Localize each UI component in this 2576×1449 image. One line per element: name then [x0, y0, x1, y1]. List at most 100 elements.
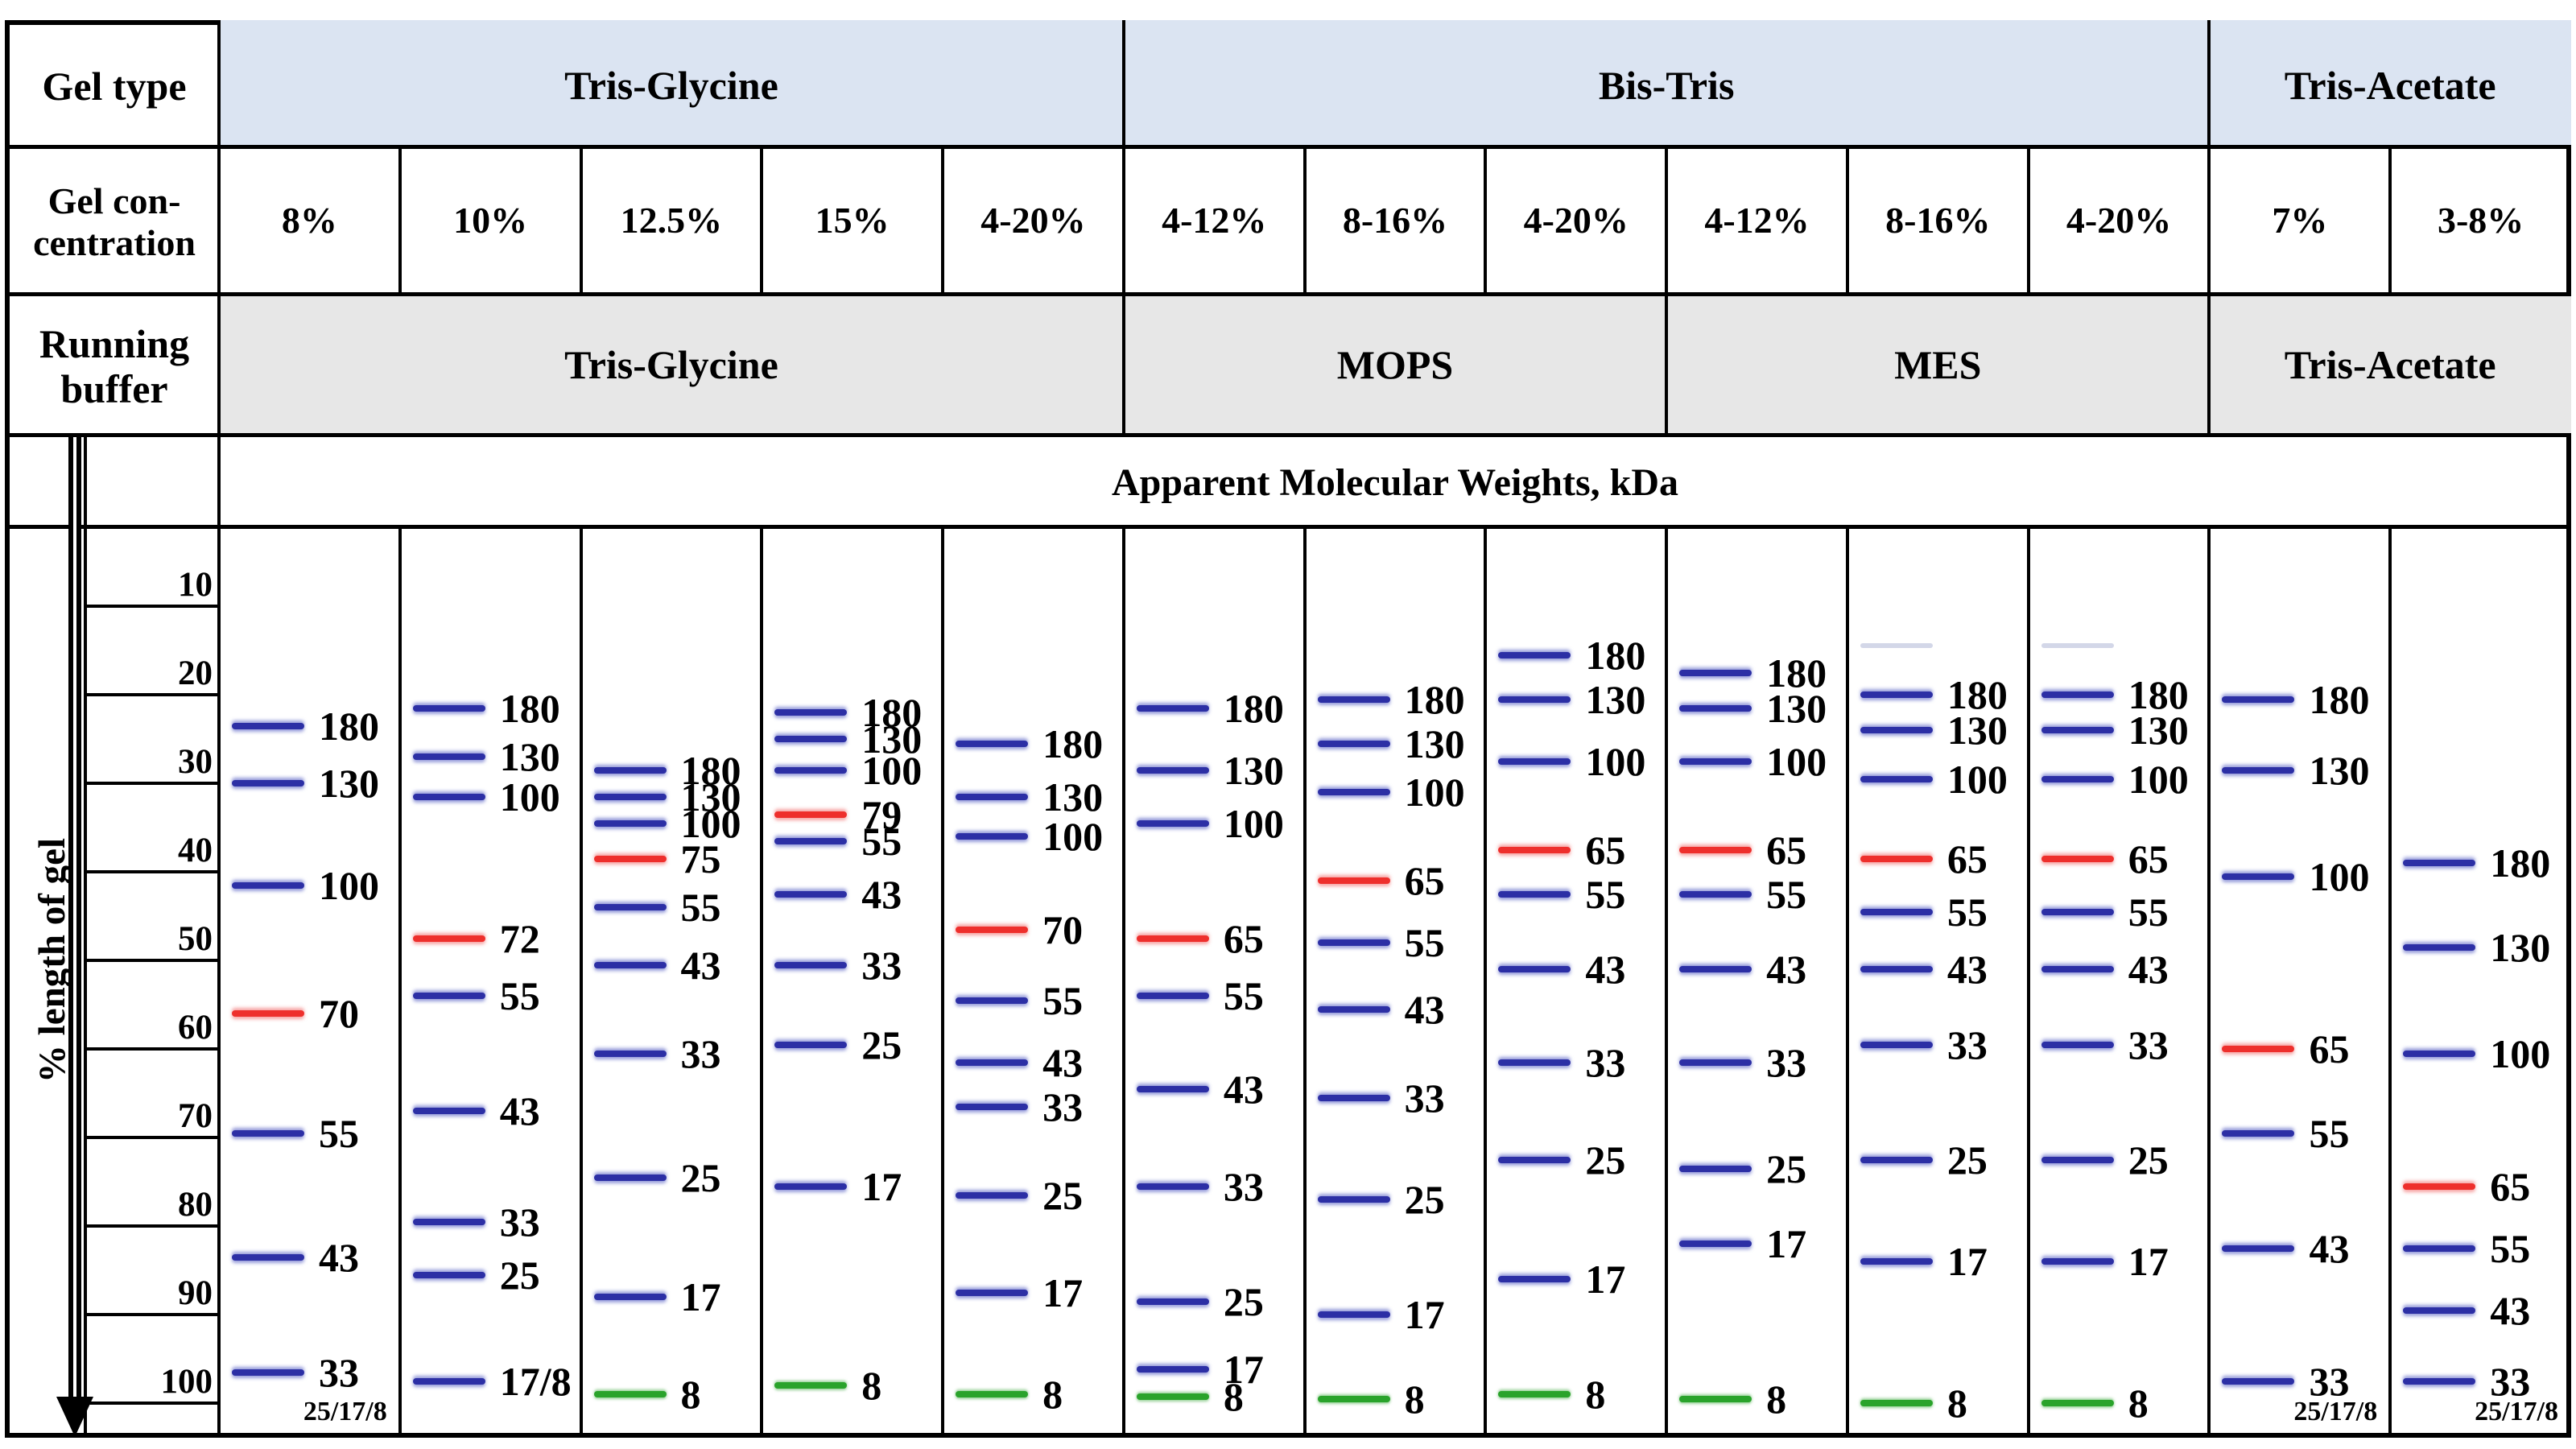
marker-band-180 [956, 740, 1029, 747]
marker-band-65 [1317, 877, 1390, 884]
band-label: 100 [1766, 738, 1827, 784]
column-border-line [2207, 294, 2211, 435]
gel-concentration-cell: 4-20% [2066, 199, 2172, 241]
tick-label: 10 [178, 566, 213, 604]
marker-band-43 [774, 890, 848, 898]
column-border-line [1845, 526, 1849, 1438]
band-label: 17 [680, 1274, 721, 1319]
marker-band-8 [1860, 1400, 1933, 1406]
band-label: 65 [1946, 836, 1988, 881]
marker-band-25 [1498, 1156, 1571, 1163]
band-label: 130 [319, 761, 379, 806]
band-label: 130 [1404, 720, 1465, 766]
marker-band-55 [412, 993, 485, 999]
band-label: 25 [1766, 1146, 1807, 1191]
gel-concentration-cell: 10% [453, 199, 528, 241]
column-border-line [941, 147, 945, 294]
band-label: 130 [499, 734, 560, 779]
tick-line [85, 959, 219, 962]
band-label: 43 [499, 1088, 540, 1133]
marker-band-43 [232, 1253, 304, 1261]
band-label: 55 [1404, 920, 1445, 965]
ruler-left-border [84, 435, 87, 1438]
marker-band-25 [1136, 1298, 1209, 1305]
marker-band-180 [774, 709, 848, 716]
marker-band-100 [956, 833, 1029, 840]
band-label: 130 [2490, 924, 2551, 970]
band-label: 25 [1223, 1278, 1264, 1324]
column-border-line [760, 147, 764, 294]
marker-band-25 [956, 1191, 1029, 1199]
row-border-line [5, 292, 2571, 296]
gel-type-group-cell: Tris-Acetate [2284, 62, 2496, 108]
axis-arrow-shaft [68, 437, 81, 1400]
marker-band-65 [1498, 846, 1571, 853]
marker-band-25 [774, 1041, 848, 1048]
column-border-line [1484, 147, 1488, 294]
marker-band-65 [1679, 846, 1752, 853]
band-label: 180 [499, 685, 560, 731]
marker-band-180 [1317, 696, 1390, 703]
lane-footnote: 25/17/8 [303, 1397, 387, 1426]
band-label: 17 [1223, 1347, 1264, 1393]
marker-band-8 [1498, 1391, 1571, 1397]
band-label: 180 [319, 703, 379, 749]
column-border-line [1121, 294, 1125, 435]
gel-concentration-cell: 4-12% [1704, 199, 1810, 241]
band-label: 43 [1042, 1039, 1084, 1085]
band-label: 130 [1042, 774, 1104, 819]
band-label: 130 [1946, 708, 2008, 753]
band-label: 180 [1042, 720, 1104, 766]
row-header-running-buffer: Running buffer [10, 298, 219, 435]
marker-band-180 [593, 766, 667, 774]
gel-concentration-cell: 7% [2272, 199, 2328, 241]
band-label: 43 [1585, 947, 1626, 992]
band-label: 25 [2128, 1137, 2169, 1183]
tick-line [85, 1136, 219, 1139]
band-label: 65 [2128, 836, 2169, 881]
band-label: 100 [680, 800, 741, 846]
marker-band-130 [2403, 943, 2476, 951]
band-label: 43 [1404, 986, 1445, 1032]
band-label: 17 [861, 1163, 902, 1209]
band-label: 17 [1585, 1257, 1626, 1302]
marker-band-100 [2222, 873, 2295, 880]
tick-line [85, 1313, 219, 1316]
marker-band-65 [1136, 935, 1209, 942]
band-label: 43 [861, 871, 902, 917]
marker-band-8 [1136, 1393, 1209, 1401]
marker-band-180 [1679, 669, 1752, 676]
marker-band-65 [2041, 855, 2114, 862]
band-label: 130 [680, 774, 741, 819]
marker-band-130 [956, 793, 1029, 800]
band-label: 55 [1766, 871, 1807, 917]
column-border-line [1121, 526, 1125, 1438]
band-label: 8 [861, 1363, 882, 1408]
column-border-line [1484, 526, 1488, 1438]
marker-band-33 [1498, 1059, 1571, 1066]
band-label: 72 [499, 915, 540, 961]
marker-band-100 [593, 819, 667, 827]
band-label: 65 [1404, 858, 1445, 903]
tick-label: 80 [178, 1186, 213, 1224]
row-header-gel-type: Gel type [10, 25, 219, 147]
running-buffer-group-cell: MES [1894, 341, 1982, 387]
band-label: 55 [861, 818, 902, 864]
marker-band-8 [593, 1391, 667, 1397]
band-label: 33 [861, 942, 902, 988]
band-label: 43 [680, 942, 721, 988]
marker-band-180 [2403, 860, 2476, 866]
marker-band-33 [956, 1103, 1029, 1110]
band-label: 100 [319, 862, 379, 908]
marker-band-55 [1317, 939, 1390, 946]
marker-band-65 [2403, 1183, 2476, 1190]
marker-band-180 [2041, 691, 2114, 698]
column-border-line [2207, 526, 2211, 1438]
marker-band-55 [774, 837, 848, 844]
marker-band-55 [956, 997, 1029, 1004]
band-label: 55 [1042, 977, 1084, 1023]
band-label: 180 [1946, 672, 2008, 717]
column-border-line [941, 526, 945, 1438]
marker-band-17 [956, 1289, 1029, 1296]
marker-band-180 [1498, 651, 1571, 658]
